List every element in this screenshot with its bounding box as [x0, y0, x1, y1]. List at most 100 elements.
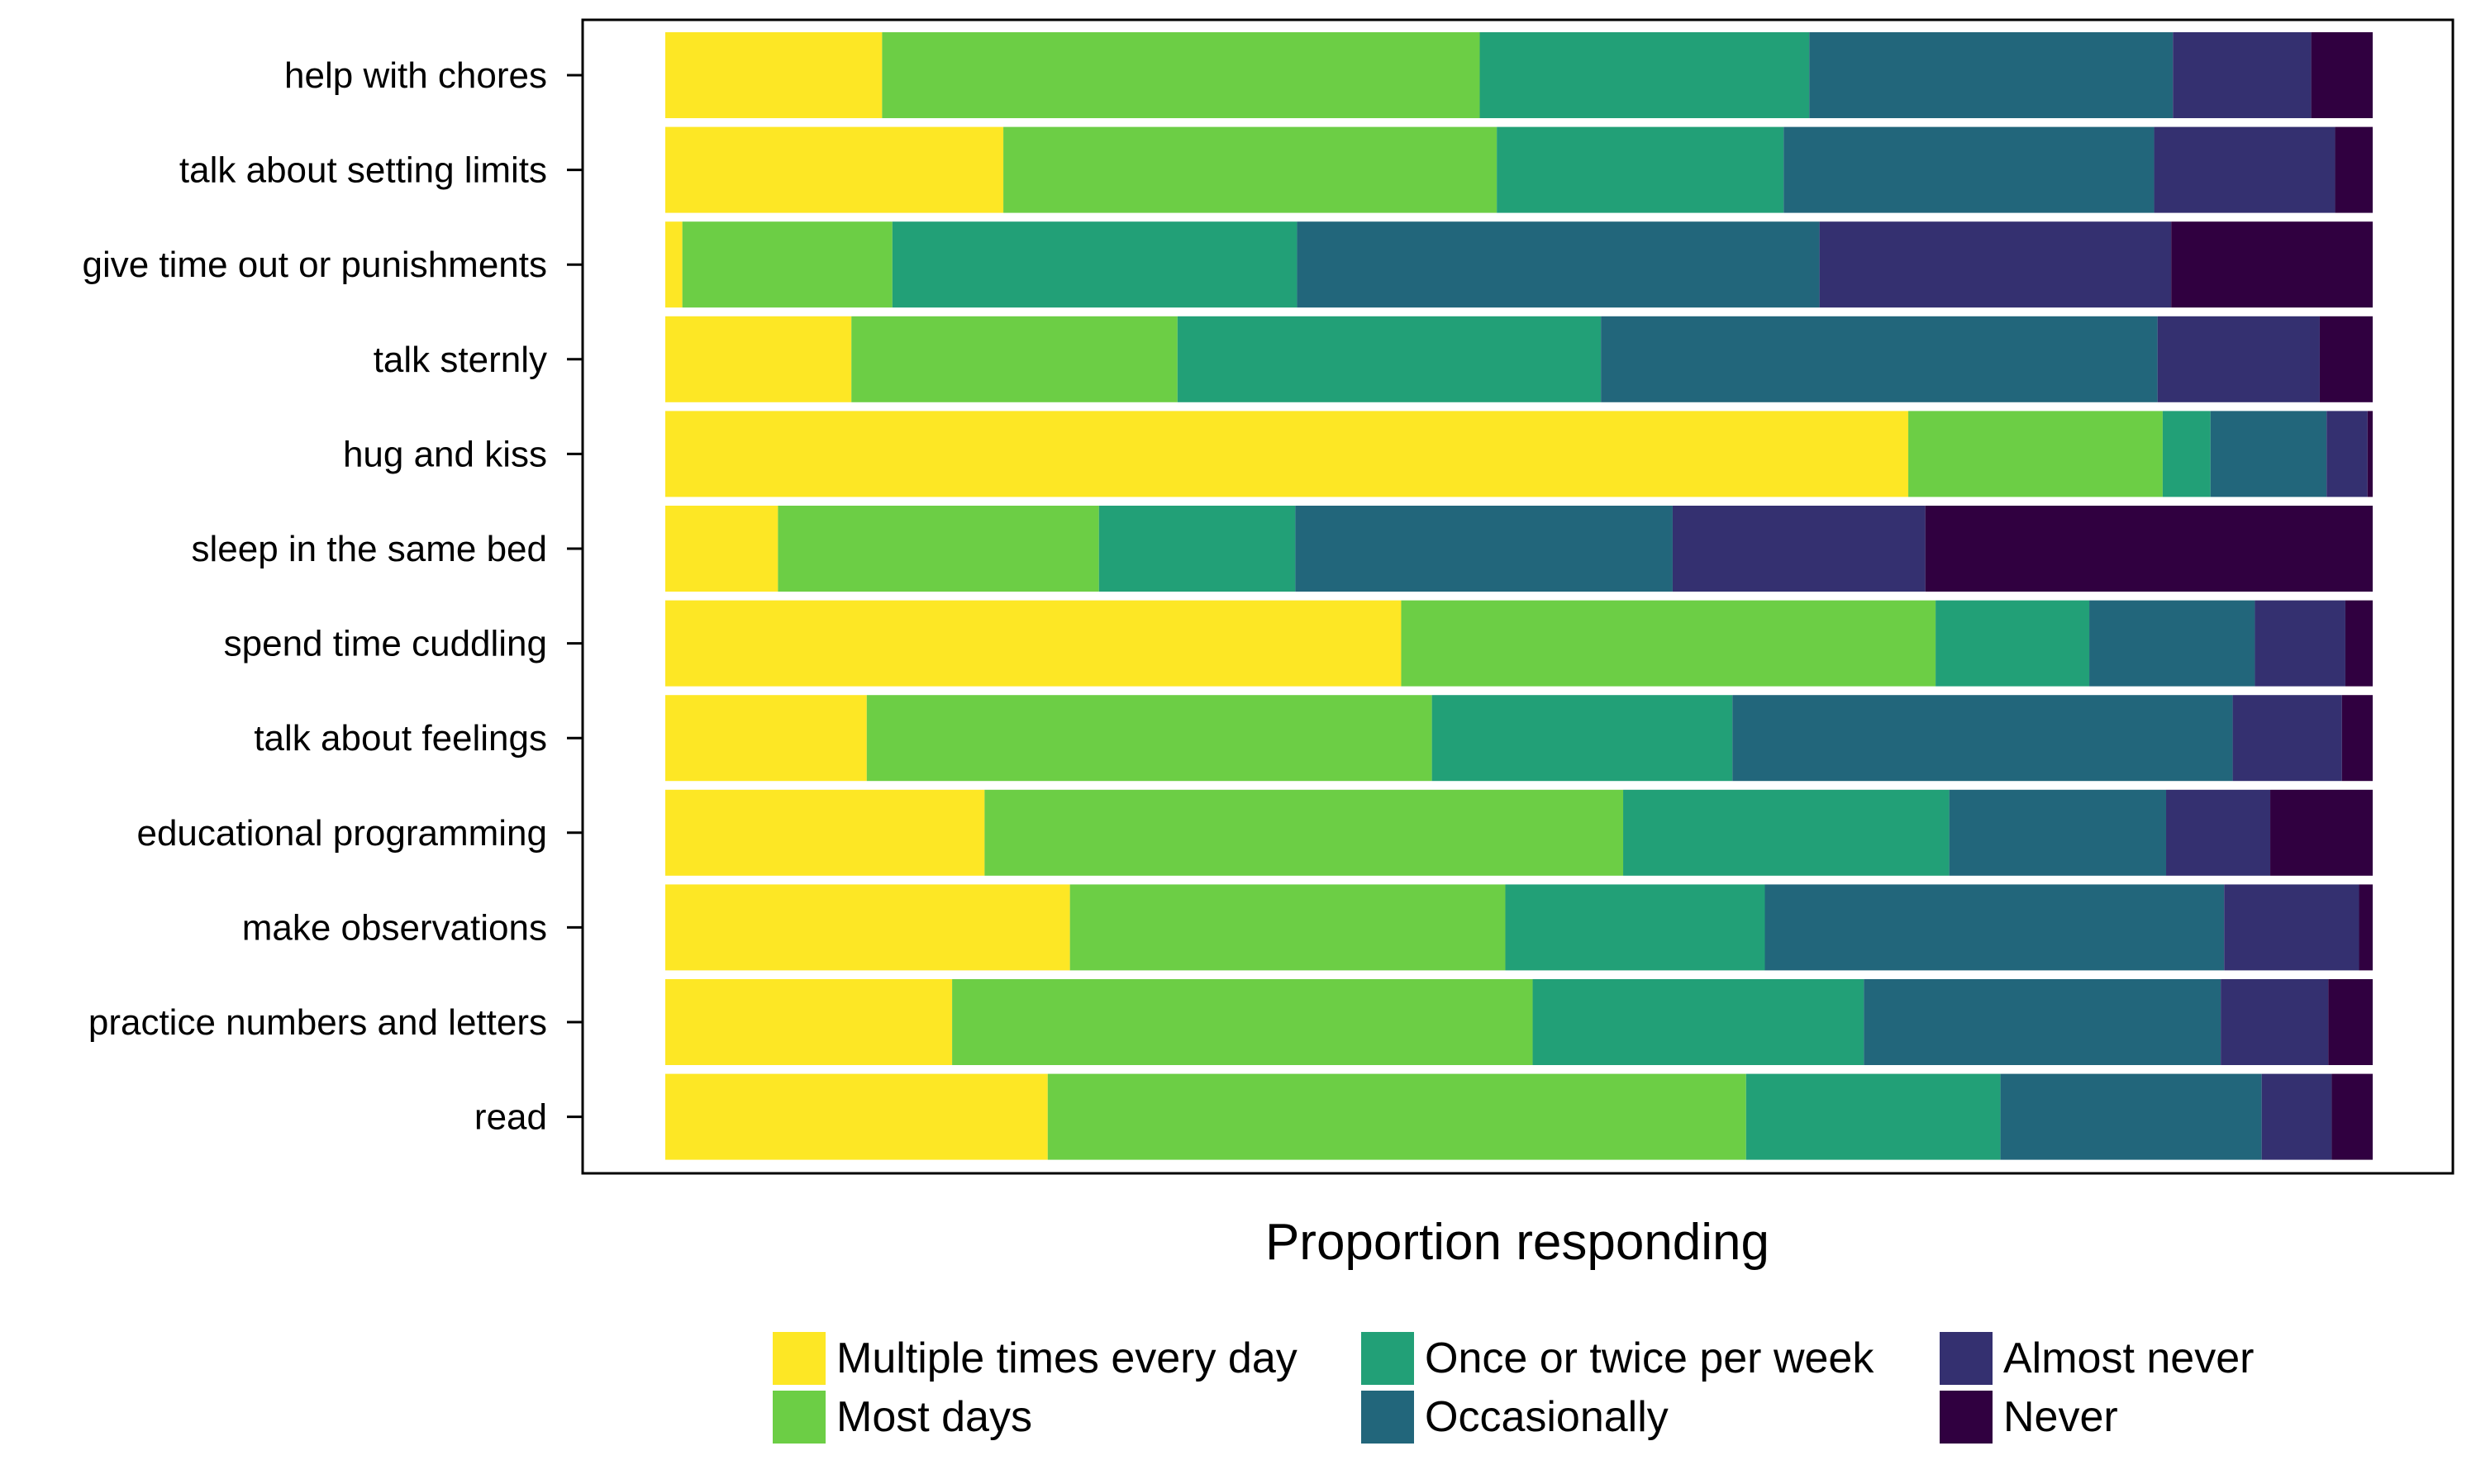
- bars-layer: [665, 32, 2373, 1160]
- legend-label-multiple-times-every-day: Multiple times every day: [836, 1334, 1298, 1382]
- bar-talk-about-setting-limits-occasionally: [1783, 126, 2155, 213]
- legend-item-multiple-times-every-day: Multiple times every day: [773, 1332, 1298, 1385]
- bar-give-time-out-or-punishments-multiple-times-every-day: [665, 221, 683, 308]
- bar-talk-about-setting-limits-once-or-twice-per-week: [1497, 126, 1784, 213]
- bar-sleep-in-the-same-bed-never: [1925, 506, 2373, 592]
- bar-talk-about-feelings-once-or-twice-per-week: [1431, 695, 1733, 782]
- legend-label-occasionally: Occasionally: [1425, 1393, 1669, 1441]
- bar-spend-time-cuddling-occasionally: [2089, 600, 2255, 687]
- legend-key-once-or-twice-per-week: [1361, 1332, 1414, 1385]
- y-tick-label-hug-and-kiss: hug and kiss: [343, 434, 547, 474]
- bar-talk-about-setting-limits-never: [2335, 126, 2373, 213]
- bar-spend-time-cuddling-multiple-times-every-day: [665, 600, 1402, 687]
- y-tick-label-give-time-out-or-punishments: give time out or punishments: [82, 245, 547, 285]
- bar-talk-about-feelings-occasionally: [1732, 695, 2233, 782]
- bar-educational-programming-multiple-times-every-day: [665, 789, 985, 876]
- bar-help-with-chores-never: [2311, 32, 2373, 118]
- legend-key-most-days: [773, 1391, 826, 1444]
- y-tick-label-make-observations: make observations: [242, 907, 547, 948]
- bar-talk-sternly-once-or-twice-per-week: [1177, 316, 1602, 402]
- bar-practice-numbers-and-letters-most-days: [952, 979, 1533, 1065]
- bar-educational-programming-most-days: [984, 789, 1624, 876]
- legend-key-almost-never: [1940, 1332, 1993, 1385]
- bar-give-time-out-or-punishments-once-or-twice-per-week: [892, 221, 1298, 308]
- y-tick-label-talk-sternly: talk sternly: [374, 340, 547, 380]
- bar-spend-time-cuddling-never: [2345, 600, 2373, 687]
- bar-talk-sternly-never: [2319, 316, 2373, 402]
- bar-hug-and-kiss-occasionally: [2210, 411, 2327, 497]
- bar-read-once-or-twice-per-week: [1745, 1073, 2001, 1160]
- y-axis: help with chores talk about setting limit…: [82, 55, 583, 1138]
- bar-talk-sternly-multiple-times-every-day: [665, 316, 852, 402]
- bar-practice-numbers-and-letters-almost-never: [2221, 979, 2329, 1065]
- bar-help-with-chores-occasionally: [1809, 32, 2174, 118]
- bar-talk-sternly-occasionally: [1601, 316, 2158, 402]
- bar-help-with-chores-once-or-twice-per-week: [1479, 32, 1810, 118]
- legend-item-most-days: Most days: [773, 1391, 1032, 1444]
- bar-make-observations-never: [2359, 884, 2373, 971]
- bar-hug-and-kiss-multiple-times-every-day: [665, 411, 1909, 497]
- y-tick-label-spend-time-cuddling: spend time cuddling: [224, 624, 547, 664]
- y-tick-label-read: read: [474, 1097, 547, 1138]
- bar-educational-programming-almost-never: [2166, 789, 2271, 876]
- bar-talk-about-setting-limits-multiple-times-every-day: [665, 126, 1004, 213]
- bar-educational-programming-never: [2270, 789, 2373, 876]
- bar-spend-time-cuddling-almost-never: [2255, 600, 2345, 687]
- y-tick-label-talk-about-setting-limits: talk about setting limits: [179, 150, 547, 191]
- bar-talk-about-feelings-never: [2341, 695, 2373, 782]
- bar-sleep-in-the-same-bed-almost-never: [1672, 506, 1926, 592]
- legend-item-occasionally: Occasionally: [1361, 1391, 1669, 1444]
- bar-sleep-in-the-same-bed-most-days: [778, 506, 1099, 592]
- bar-sleep-in-the-same-bed-once-or-twice-per-week: [1098, 506, 1296, 592]
- y-tick-label-educational-programming: educational programming: [136, 813, 547, 854]
- bar-practice-numbers-and-letters-multiple-times-every-day: [665, 979, 953, 1065]
- legend-key-occasionally: [1361, 1391, 1414, 1444]
- legend-label-never: Never: [2003, 1393, 2118, 1441]
- x-axis-title: Proportion responding: [1265, 1214, 1769, 1271]
- bar-practice-numbers-and-letters-once-or-twice-per-week: [1532, 979, 1864, 1065]
- legend-item-almost-never: Almost never: [1940, 1332, 2254, 1385]
- y-tick-label-sleep-in-the-same-bed: sleep in the same bed: [191, 529, 547, 569]
- bar-spend-time-cuddling-most-days: [1401, 600, 1936, 687]
- bar-read-never: [2331, 1073, 2373, 1160]
- bar-hug-and-kiss-almost-never: [2326, 411, 2368, 497]
- bar-educational-programming-occasionally: [1949, 789, 2167, 876]
- bar-practice-numbers-and-letters-never: [2328, 979, 2373, 1065]
- bar-sleep-in-the-same-bed-occasionally: [1295, 506, 1673, 592]
- bar-read-multiple-times-every-day: [665, 1073, 1048, 1160]
- plot-panel-border: [581, 18, 2455, 1175]
- bar-help-with-chores-multiple-times-every-day: [665, 32, 883, 118]
- bar-make-observations-most-days: [1069, 884, 1506, 971]
- bar-sleep-in-the-same-bed-multiple-times-every-day: [665, 506, 779, 592]
- y-tick-label-practice-numbers-and-letters: practice numbers and letters: [88, 1002, 547, 1043]
- bar-give-time-out-or-punishments-most-days: [682, 221, 893, 308]
- bar-practice-numbers-and-letters-occasionally: [1864, 979, 2221, 1065]
- bar-make-observations-multiple-times-every-day: [665, 884, 1070, 971]
- bar-give-time-out-or-punishments-never: [2171, 221, 2373, 308]
- bar-spend-time-cuddling-once-or-twice-per-week: [1936, 600, 2090, 687]
- bar-talk-sternly-most-days: [851, 316, 1178, 402]
- bar-make-observations-once-or-twice-per-week: [1505, 884, 1765, 971]
- bar-help-with-chores-most-days: [882, 32, 1480, 118]
- legend-label-almost-never: Almost never: [2003, 1334, 2254, 1382]
- bar-read-most-days: [1047, 1073, 1746, 1160]
- bar-talk-about-setting-limits-almost-never: [2154, 126, 2336, 213]
- legend-label-once-or-twice-per-week: Once or twice per week: [1425, 1334, 1874, 1382]
- legend-item-never: Never: [1940, 1391, 2118, 1444]
- bar-talk-about-setting-limits-most-days: [1003, 126, 1498, 213]
- bar-hug-and-kiss-once-or-twice-per-week: [2162, 411, 2211, 497]
- bar-make-observations-almost-never: [2224, 884, 2359, 971]
- y-tick-label-help-with-chores: help with chores: [284, 55, 547, 96]
- bar-help-with-chores-almost-never: [2173, 32, 2312, 118]
- legend-item-once-or-twice-per-week: Once or twice per week: [1361, 1332, 1874, 1385]
- bar-hug-and-kiss-most-days: [1908, 411, 2163, 497]
- bar-read-occasionally: [2000, 1073, 2262, 1160]
- bar-read-almost-never: [2261, 1073, 2332, 1160]
- legend-key-never: [1940, 1391, 1993, 1444]
- legend-label-most-days: Most days: [836, 1393, 1032, 1441]
- bar-educational-programming-once-or-twice-per-week: [1623, 789, 1950, 876]
- bar-talk-about-feelings-most-days: [866, 695, 1432, 782]
- bar-talk-about-feelings-multiple-times-every-day: [665, 695, 867, 782]
